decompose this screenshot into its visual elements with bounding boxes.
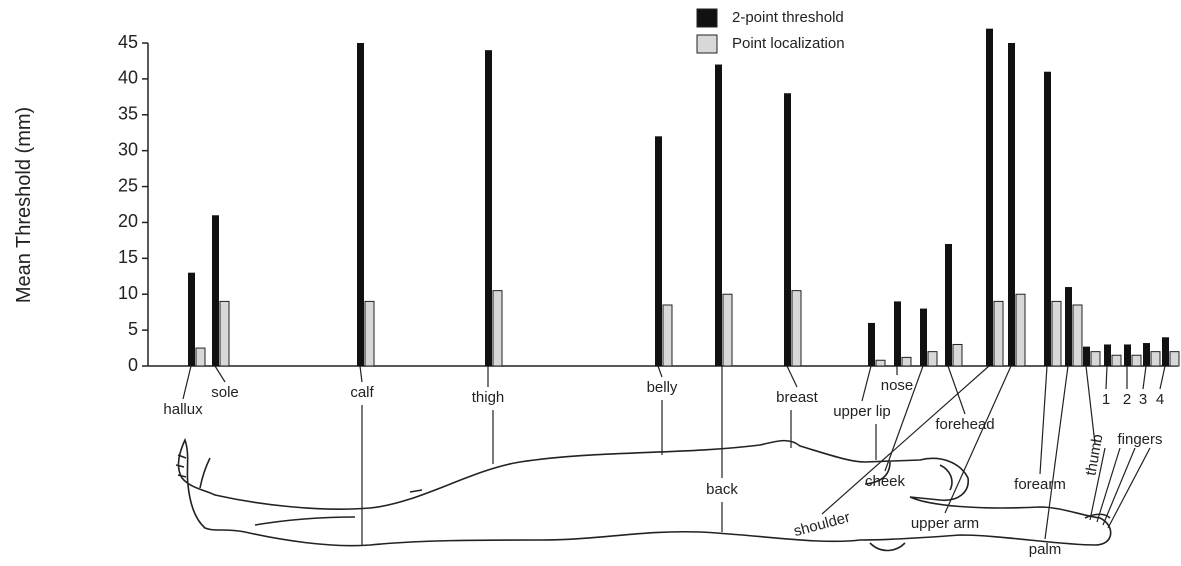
bar	[1132, 355, 1141, 366]
bar	[1143, 343, 1150, 366]
bar	[902, 357, 911, 366]
category-label: nose	[881, 377, 914, 394]
category-label: upper lip	[833, 403, 891, 420]
category-label: sole	[211, 384, 239, 401]
bar	[945, 244, 952, 366]
bar	[1162, 337, 1169, 366]
y-tick-label: 5	[128, 319, 138, 339]
bar	[723, 294, 732, 366]
category-label: 1	[1102, 391, 1110, 408]
bar	[1124, 344, 1131, 366]
legend-label: Point localization	[732, 35, 845, 52]
leader-line	[360, 366, 362, 382]
bar	[784, 93, 791, 366]
leader-line	[1143, 366, 1146, 389]
leader-line	[1086, 366, 1095, 444]
leader-line	[1040, 366, 1047, 474]
bar	[715, 65, 722, 366]
category-label: palm	[1029, 541, 1062, 558]
bar	[876, 360, 885, 366]
y-tick-label: 30	[118, 139, 138, 159]
y-tick-label: 0	[128, 355, 138, 375]
leader-line	[1106, 366, 1107, 389]
category-label: breast	[776, 389, 819, 406]
legend-swatch	[697, 35, 717, 53]
category-label: thumb	[1082, 433, 1106, 477]
bar	[485, 50, 492, 366]
category-label: back	[706, 481, 738, 498]
category-label: belly	[647, 379, 678, 396]
leader-line	[1045, 366, 1068, 539]
category-label: upper arm	[911, 515, 979, 532]
category-label: hallux	[163, 401, 203, 418]
bar	[1151, 352, 1160, 366]
y-tick-label: 15	[118, 247, 138, 267]
y-tick-label: 20	[118, 211, 138, 231]
category-label: 2	[1123, 391, 1131, 408]
legend-swatch	[697, 9, 717, 27]
bar	[792, 291, 801, 366]
y-tick-label: 10	[118, 283, 138, 303]
bar	[1112, 355, 1121, 366]
bar	[1065, 287, 1072, 366]
leader-line	[945, 366, 1011, 513]
category-label: thigh	[472, 389, 505, 406]
category-label: 3	[1139, 391, 1147, 408]
leader-line	[1160, 366, 1165, 389]
bar	[1073, 305, 1082, 366]
bar	[920, 309, 927, 366]
bar	[188, 273, 195, 366]
chart: Mean Threshold (mm) 0 5 10 15 20 25 30 35 40 45 ha…	[0, 0, 1181, 561]
bar	[1091, 352, 1100, 366]
category-label: forearm	[1014, 476, 1066, 493]
leader-line	[1108, 448, 1150, 528]
group-label: fingers	[1117, 431, 1162, 448]
legend-label: 2-point threshold	[732, 9, 844, 26]
leader-line	[183, 366, 191, 399]
bar	[1083, 347, 1090, 366]
category-label: forehead	[935, 416, 994, 433]
category-label: 4	[1156, 391, 1164, 408]
bar	[1008, 43, 1015, 366]
leader-line	[787, 366, 797, 387]
bar	[212, 215, 219, 366]
category-label: cheek	[865, 473, 906, 490]
leader-line	[862, 366, 871, 401]
bar	[994, 301, 1003, 366]
y-axis-label: Mean Threshold (mm)	[13, 107, 35, 303]
bar	[868, 323, 875, 366]
bar	[1016, 294, 1025, 366]
bar	[365, 301, 374, 366]
bar	[986, 29, 993, 366]
y-tick-label: 35	[118, 104, 138, 124]
y-tick-label: 45	[118, 32, 138, 52]
bar	[357, 43, 364, 366]
bar	[655, 136, 662, 366]
bar	[220, 301, 229, 366]
bar	[663, 305, 672, 366]
y-tick-label: 40	[118, 68, 138, 88]
bar	[928, 352, 937, 366]
bar	[1170, 352, 1179, 366]
y-tick-label: 25	[118, 175, 138, 195]
bar	[493, 291, 502, 366]
bar	[894, 301, 901, 366]
bar	[196, 348, 205, 366]
category-label: calf	[350, 384, 374, 401]
bar	[1052, 301, 1061, 366]
bar	[953, 344, 962, 366]
leader-line	[658, 366, 662, 377]
bar	[1044, 72, 1051, 366]
leader-line	[215, 366, 225, 382]
bar	[1104, 344, 1111, 366]
